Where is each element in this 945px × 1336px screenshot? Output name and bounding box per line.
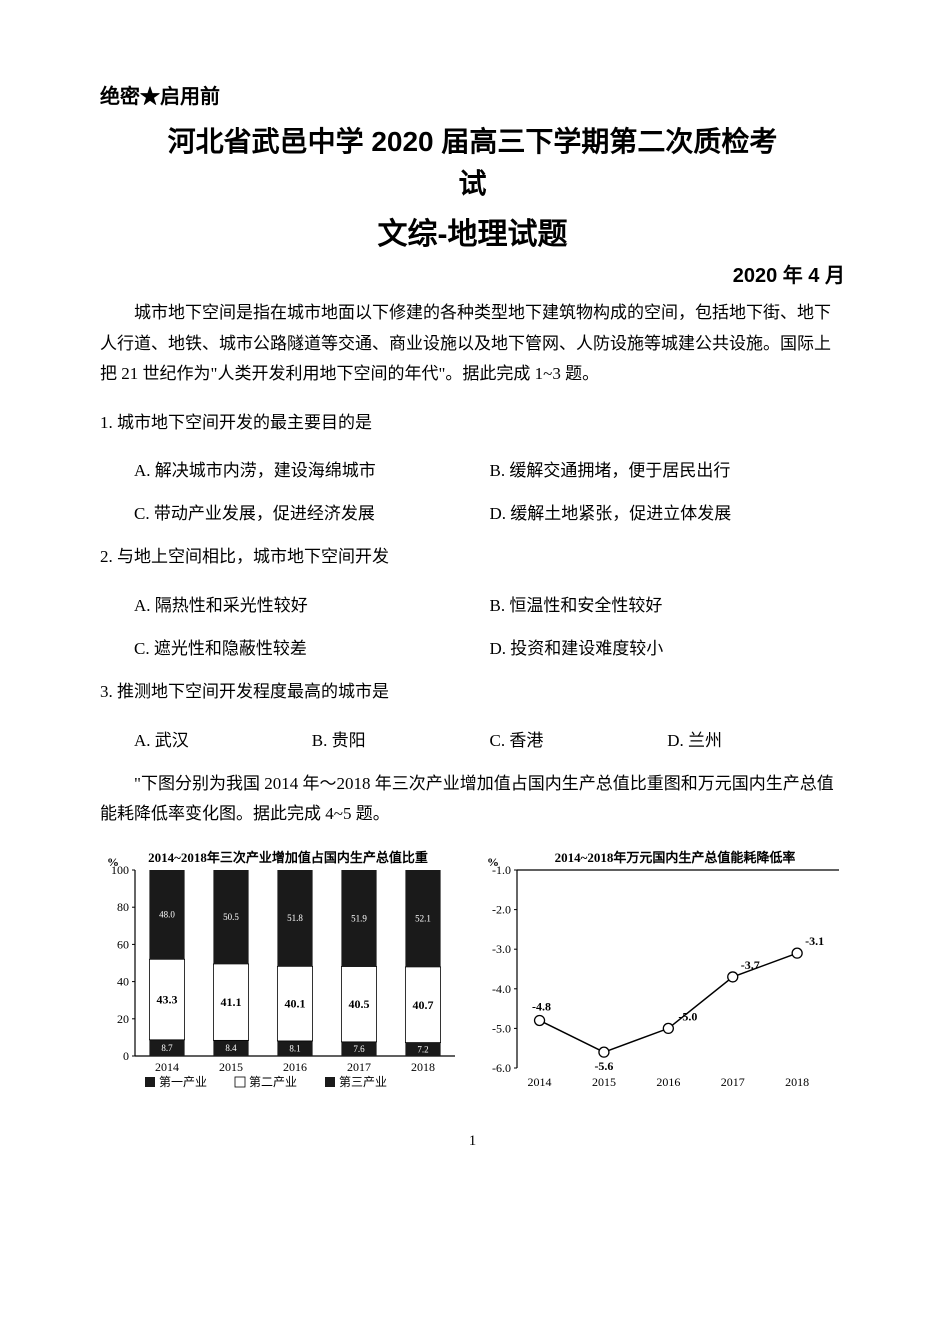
svg-text:-2.0: -2.0 <box>492 902 511 916</box>
svg-text:40.1: 40.1 <box>284 996 305 1010</box>
svg-text:2014: 2014 <box>527 1075 551 1089</box>
svg-text:2014~2018年万元国内生产总值能耗降低率: 2014~2018年万元国内生产总值能耗降低率 <box>554 850 795 865</box>
svg-text:2017: 2017 <box>720 1075 744 1089</box>
svg-text:-3.1: -3.1 <box>805 934 824 948</box>
svg-text:-6.0: -6.0 <box>492 1061 511 1075</box>
svg-text:50.5: 50.5 <box>223 912 239 922</box>
q2-option-d: D. 投资和建设难度较小 <box>490 634 846 659</box>
svg-text:100: 100 <box>111 863 129 877</box>
q3-option-a: A. 武汉 <box>134 726 312 751</box>
q1-option-b: B. 缓解交通拥堵，便于居民出行 <box>490 456 846 481</box>
svg-text:8.4: 8.4 <box>225 1043 237 1053</box>
svg-text:2018: 2018 <box>785 1075 809 1089</box>
svg-text:2018: 2018 <box>411 1060 435 1074</box>
svg-text:8.1: 8.1 <box>289 1043 300 1053</box>
svg-text:2017: 2017 <box>347 1060 371 1074</box>
svg-text:52.1: 52.1 <box>415 913 431 923</box>
q1-option-a: A. 解决城市内涝，建设海绵城市 <box>134 456 490 481</box>
svg-text:0: 0 <box>123 1049 129 1063</box>
svg-text:7.6: 7.6 <box>353 1044 365 1054</box>
q1-option-d: D. 缓解土地紧张，促进立体发展 <box>490 499 846 524</box>
q2-option-a: A. 隔热性和采光性较好 <box>134 591 490 616</box>
q1-option-c: C. 带动产业发展，促进经济发展 <box>134 499 490 524</box>
svg-text:2014: 2014 <box>155 1060 179 1074</box>
svg-text:51.8: 51.8 <box>287 913 303 923</box>
svg-text:40.7: 40.7 <box>412 998 433 1012</box>
exam-title-line2: 试 <box>100 163 845 205</box>
svg-text:-3.7: -3.7 <box>740 958 759 972</box>
line-chart: 2014~2018年万元国内生产总值能耗降低率%-1.0-2.0-3.0-4.0… <box>473 848 853 1098</box>
svg-text:2015: 2015 <box>219 1060 243 1074</box>
svg-text:43.3: 43.3 <box>156 992 177 1006</box>
charts-container: 2014~2018年三次产业增加值占国内生产总值比重%0204060801008… <box>100 848 845 1103</box>
svg-text:2016: 2016 <box>656 1075 680 1089</box>
svg-text:48.0: 48.0 <box>159 909 175 919</box>
exam-title-line1: 河北省武邑中学 2020 届高三下学期第二次质检考 <box>100 121 845 163</box>
svg-text:第一产业: 第一产业 <box>159 1075 207 1089</box>
svg-text:第二产业: 第二产业 <box>249 1075 297 1089</box>
svg-text:51.9: 51.9 <box>351 913 367 923</box>
q3-option-b: B. 贵阳 <box>312 726 490 751</box>
question-3-options: A. 武汉 B. 贵阳 C. 香港 D. 兰州 <box>100 726 845 751</box>
svg-text:-5.0: -5.0 <box>492 1021 511 1035</box>
svg-text:7.2: 7.2 <box>417 1044 428 1054</box>
intro-paragraph-1: 城市地下空间是指在城市地面以下修建的各种类型地下建筑物构成的空间，包括地下街、地… <box>100 298 845 390</box>
chart-1-box: 2014~2018年三次产业增加值占国内生产总值比重%0204060801008… <box>93 848 463 1103</box>
confidential-label: 绝密★启用前 <box>100 80 845 109</box>
svg-text:-5.0: -5.0 <box>678 1009 697 1023</box>
svg-text:第三产业: 第三产业 <box>339 1075 387 1089</box>
question-2-options-row2: C. 遮光性和隐蔽性较差 D. 投资和建设难度较小 <box>100 634 845 659</box>
question-2-options-row1: A. 隔热性和采光性较好 B. 恒温性和安全性较好 <box>100 591 845 616</box>
svg-text:40: 40 <box>117 974 129 988</box>
exam-subtitle: 文综-地理试题 <box>100 209 845 253</box>
svg-text:8.7: 8.7 <box>161 1043 173 1053</box>
svg-text:2015: 2015 <box>591 1075 615 1089</box>
svg-text:-4.8: -4.8 <box>532 999 551 1013</box>
svg-text:-3.0: -3.0 <box>492 942 511 956</box>
stacked-bar-chart: 2014~2018年三次产业增加值占国内生产总值比重%0204060801008… <box>93 848 463 1098</box>
question-1-stem: 1. 城市地下空间开发的最主要目的是 <box>100 408 845 439</box>
svg-text:-4.0: -4.0 <box>492 982 511 996</box>
question-3-stem: 3. 推测地下空间开发程度最高的城市是 <box>100 677 845 708</box>
question-1-options-row2: C. 带动产业发展，促进经济发展 D. 缓解土地紧张，促进立体发展 <box>100 499 845 524</box>
svg-text:-5.6: -5.6 <box>594 1059 613 1073</box>
page-number: 1 <box>100 1133 845 1150</box>
svg-text:60: 60 <box>117 937 129 951</box>
q3-option-d: D. 兰州 <box>667 726 845 751</box>
svg-text:-1.0: -1.0 <box>492 863 511 877</box>
exam-date: 2020 年 4 月 <box>100 259 845 288</box>
q2-option-c: C. 遮光性和隐蔽性较差 <box>134 634 490 659</box>
svg-text:2016: 2016 <box>283 1060 307 1074</box>
question-1-options-row1: A. 解决城市内涝，建设海绵城市 B. 缓解交通拥堵，便于居民出行 <box>100 456 845 481</box>
svg-text:80: 80 <box>117 900 129 914</box>
intro-paragraph-2: "下图分别为我国 2014 年～2018 年三次产业增加值占国内生产总值比重图和… <box>100 769 845 830</box>
q2-option-b: B. 恒温性和安全性较好 <box>490 591 846 616</box>
svg-text:2014~2018年三次产业增加值占国内生产总值比重: 2014~2018年三次产业增加值占国内生产总值比重 <box>148 850 428 865</box>
svg-text:41.1: 41.1 <box>220 995 241 1009</box>
q3-option-c: C. 香港 <box>490 726 668 751</box>
svg-text:20: 20 <box>117 1012 129 1026</box>
chart-2-box: 2014~2018年万元国内生产总值能耗降低率%-1.0-2.0-3.0-4.0… <box>473 848 853 1103</box>
svg-text:40.5: 40.5 <box>348 997 369 1011</box>
question-2-stem: 2. 与地上空间相比，城市地下空间开发 <box>100 542 845 573</box>
